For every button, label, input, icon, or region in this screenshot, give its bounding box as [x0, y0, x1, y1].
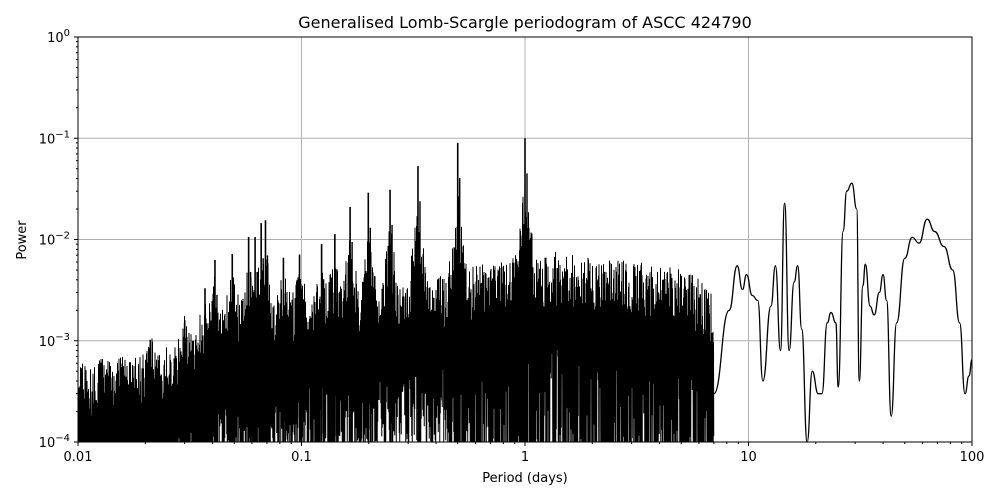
x-tick-label: 0.01 [64, 450, 93, 465]
noise-trace [78, 182, 715, 442]
x-axis-ticks: 0.01 0.1 1 10 100 [64, 442, 985, 465]
chart-title: Generalised Lomb-Scargle periodogram of … [298, 13, 752, 32]
x-tick-label: 100 [960, 450, 985, 465]
x-tick-label: 0.1 [291, 450, 312, 465]
y-tick-label: 10−1 [39, 129, 70, 147]
long-period-curve [713, 182, 972, 442]
y-axis-ticks: 10−4 10−3 10−2 10−1 100 [39, 28, 78, 451]
y-tick-label: 10−3 [39, 332, 70, 350]
y-tick-label: 10−2 [39, 231, 70, 249]
y-axis-label: Power [15, 220, 30, 260]
x-tick-label: 10 [740, 450, 757, 465]
y-tick-label: 100 [47, 28, 70, 46]
periodogram-line [78, 138, 972, 442]
x-tick-label: 1 [521, 450, 529, 465]
y-tick-label: 10−4 [39, 433, 70, 451]
x-axis-label: Period (days) [482, 471, 568, 486]
